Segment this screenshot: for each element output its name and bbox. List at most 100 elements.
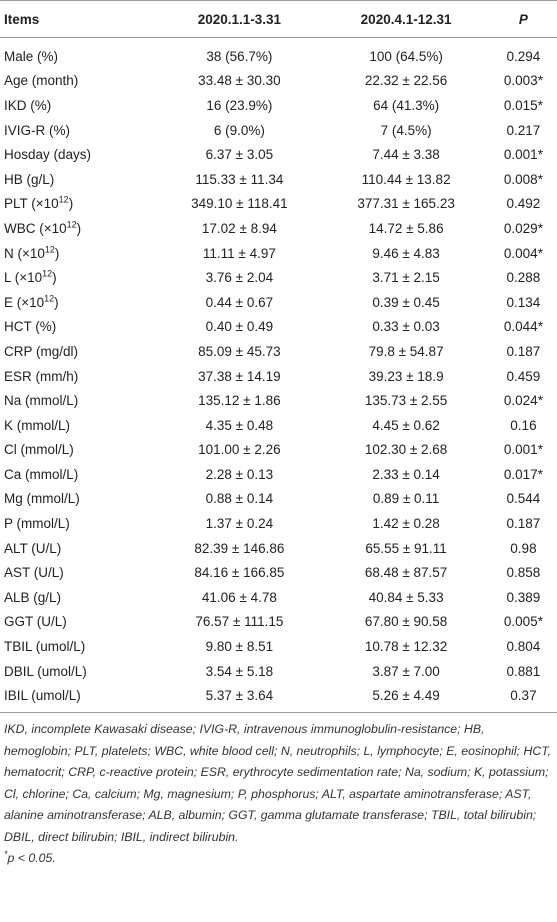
table-cell: ESR (mm/h): [4, 368, 79, 384]
table-cell: 115.33 ± 11.34: [195, 171, 284, 187]
table-cell: 1.37 ± 0.24: [205, 516, 274, 532]
table-row: Ca (mmol/L) 2.28 ± 0.13 2.33 ± 0.14 0.017*: [0, 462, 557, 487]
table-cell: 5.26 ± 4.49: [322, 683, 490, 714]
table-body: Male (%) 38 (56.7%) 100 (64.5%) 0.294 Age (m…: [0, 38, 557, 714]
table-cell: 37.38 ± 14.19: [198, 368, 281, 384]
table-cell: 0.37: [489, 683, 557, 714]
table-cell: 0.389: [506, 589, 541, 605]
table-cell: 65.55 ± 91.11: [365, 540, 447, 556]
table-cell: 1.42 ± 0.28: [372, 516, 440, 532]
table-cell: 0.001*: [503, 147, 543, 163]
table-cell: 0.001*: [503, 442, 543, 458]
cell-text: E (×10: [4, 294, 45, 310]
table-cell: N (×1012): [0, 241, 156, 266]
table-cell: Na (mmol/L): [4, 393, 79, 409]
table-cell: 7.44 ± 3.38: [372, 147, 440, 163]
footnote-abbreviations: IKD, incomplete Kawasaki disease; IVIG-R…: [4, 722, 552, 844]
table-cell: 0.015*: [503, 97, 543, 113]
table-cell: 4.35 ± 0.48: [205, 417, 274, 433]
table-cell: Mg (mmol/L): [4, 491, 80, 507]
table-row: DBIL (umol/L) 3.54 ± 5.18 3.87 ± 7.00 0.881: [0, 659, 557, 684]
data-table: Items 2020.1.1-3.31 2020.4.1-12.31 P Male (…: [0, 0, 557, 714]
table-cell: IVIG-R (%): [4, 122, 70, 138]
table-cell: 0.217: [506, 122, 541, 138]
header-row: Items 2020.1.1-3.31 2020.4.1-12.31 P: [0, 0, 557, 38]
table-cell: 0.544: [506, 491, 541, 507]
table-row: ESR (mm/h) 37.38 ± 14.19 39.23 ± 18.9 0.459: [0, 364, 557, 389]
table-cell: 38 (56.7%): [206, 48, 273, 64]
table-cell: IBIL (umol/L): [0, 683, 157, 714]
table-cell: 0.008*: [503, 171, 543, 187]
table-cell: WBC (×1012): [0, 216, 156, 241]
table-cell: 0.858: [506, 565, 541, 581]
table-cell: 0.33 ± 0.03: [372, 319, 440, 335]
table-cell: 110.44 ± 13.82: [361, 171, 451, 187]
header-cell: P: [489, 0, 557, 38]
table-cell: 67.80 ± 90.58: [364, 614, 448, 630]
table-cell: 0.16: [510, 417, 537, 433]
table-cell: 0.288: [506, 270, 541, 286]
table-row: P (mmol/L) 1.37 ± 0.24 1.42 ± 0.28 0.187: [0, 511, 557, 536]
table-cell: GGT (U/L): [4, 614, 67, 630]
table-row: HCT (%) 0.40 ± 0.49 0.33 ± 0.03 0.044*: [0, 315, 557, 340]
footnote-significance: *p < 0.05.: [4, 848, 552, 870]
table-cell: 0.40 ± 0.49: [205, 319, 274, 335]
table-cell: 3.54 ± 5.18: [205, 663, 274, 679]
table-row: TBIL (umol/L) 9.80 ± 8.51 10.78 ± 12.32 0.8…: [0, 634, 557, 659]
table-cell: E (×1012): [0, 290, 156, 315]
table-cell: 22.32 ± 22.56: [364, 73, 448, 89]
table-cell: 9.80 ± 8.51: [205, 639, 274, 655]
table-cell: 0.029*: [503, 220, 543, 236]
table-cell: 2.28 ± 0.13: [205, 466, 274, 482]
table-cell: PLT (×1012): [0, 192, 156, 217]
table-row: Male (%) 38 (56.7%) 100 (64.5%) 0.294: [0, 38, 557, 69]
cell-superscript: 12: [66, 219, 77, 230]
table-cell: 11.11 ± 4.97: [202, 245, 276, 261]
table-cell: 82.39 ± 146.86: [194, 540, 285, 556]
cell-text: WBC (×10: [4, 220, 67, 236]
table-row: N (×1012) 11.11 ± 4.97 9.46 ± 4.83 0.004*: [0, 241, 557, 266]
table-cell: 40.84 ± 5.33: [368, 589, 444, 605]
cell-text: ): [54, 294, 59, 310]
table-cell: 0.024*: [503, 393, 543, 409]
table-cell: 0.492: [506, 196, 541, 212]
table-cell: 14.72 ± 5.86: [368, 220, 444, 236]
table-cell: HCT (%): [4, 319, 57, 335]
table-cell: 17.02 ± 8.94: [201, 220, 277, 236]
cell-text: ): [76, 220, 82, 236]
table-cell: 135.12 ± 1.86: [198, 393, 281, 409]
table-row: CRP (mg/dl) 85.09 ± 45.73 79.8 ± 54.87 0.18…: [0, 339, 557, 364]
table-row: GGT (U/L) 76.57 ± 111.15 67.80 ± 90.58 0.00…: [0, 610, 557, 635]
table-cell: 0.187: [506, 343, 541, 359]
table-cell: 0.044*: [503, 319, 543, 335]
table-row: ALB (g/L) 41.06 ± 4.78 40.84 ± 5.33 0.389: [0, 585, 557, 610]
table-cell: 0.003*: [503, 73, 543, 89]
table-row: K (mmol/L) 4.35 ± 0.48 4.45 ± 0.62 0.16: [0, 413, 557, 438]
table-row: PLT (×1012) 349.10 ± 118.41 377.31 ± 165.2…: [0, 192, 557, 217]
table-cell: 0.44 ± 0.67: [205, 294, 274, 310]
table-row: Cl (mmol/L) 101.00 ± 2.26 102.30 ± 2.68 0.0…: [0, 438, 557, 463]
table-cell: 0.004*: [503, 245, 543, 261]
table-cell: 9.46 ± 4.83: [372, 245, 440, 261]
table-cell: Age (month): [4, 73, 79, 89]
table-cell: 16 (23.9%): [206, 97, 273, 113]
table-cell: 101.00 ± 2.26: [198, 442, 281, 458]
table-cell: 39.23 ± 18.9: [368, 368, 444, 384]
footnote: IKD, incomplete Kawasaki disease; IVIG-R…: [0, 713, 557, 870]
table-row: AST (U/L) 84.16 ± 166.85 68.48 ± 87.57 0.85…: [0, 560, 557, 585]
table-cell: Ca (mmol/L): [4, 466, 79, 482]
table-cell: 84.16 ± 166.85: [194, 565, 285, 581]
table-cell: TBIL (umol/L): [4, 639, 86, 655]
table-cell: P (mmol/L): [4, 516, 70, 532]
table-cell: 76.57 ± 111.15: [195, 614, 284, 630]
table-cell: 377.31 ± 165.23: [357, 196, 455, 212]
table-row: IKD (%) 16 (23.9%) 64 (41.3%) 0.015*: [0, 93, 557, 118]
table-cell: 64 (41.3%): [373, 97, 440, 113]
table-cell: 41.06 ± 4.78: [201, 589, 277, 605]
table-cell: 85.09 ± 45.73: [198, 343, 281, 359]
table-cell: 3.87 ± 7.00: [372, 663, 440, 679]
table-cell: ALB (g/L): [4, 589, 62, 605]
table-cell: 68.48 ± 87.57: [364, 565, 448, 581]
significance-text: p < 0.05.: [7, 851, 56, 866]
